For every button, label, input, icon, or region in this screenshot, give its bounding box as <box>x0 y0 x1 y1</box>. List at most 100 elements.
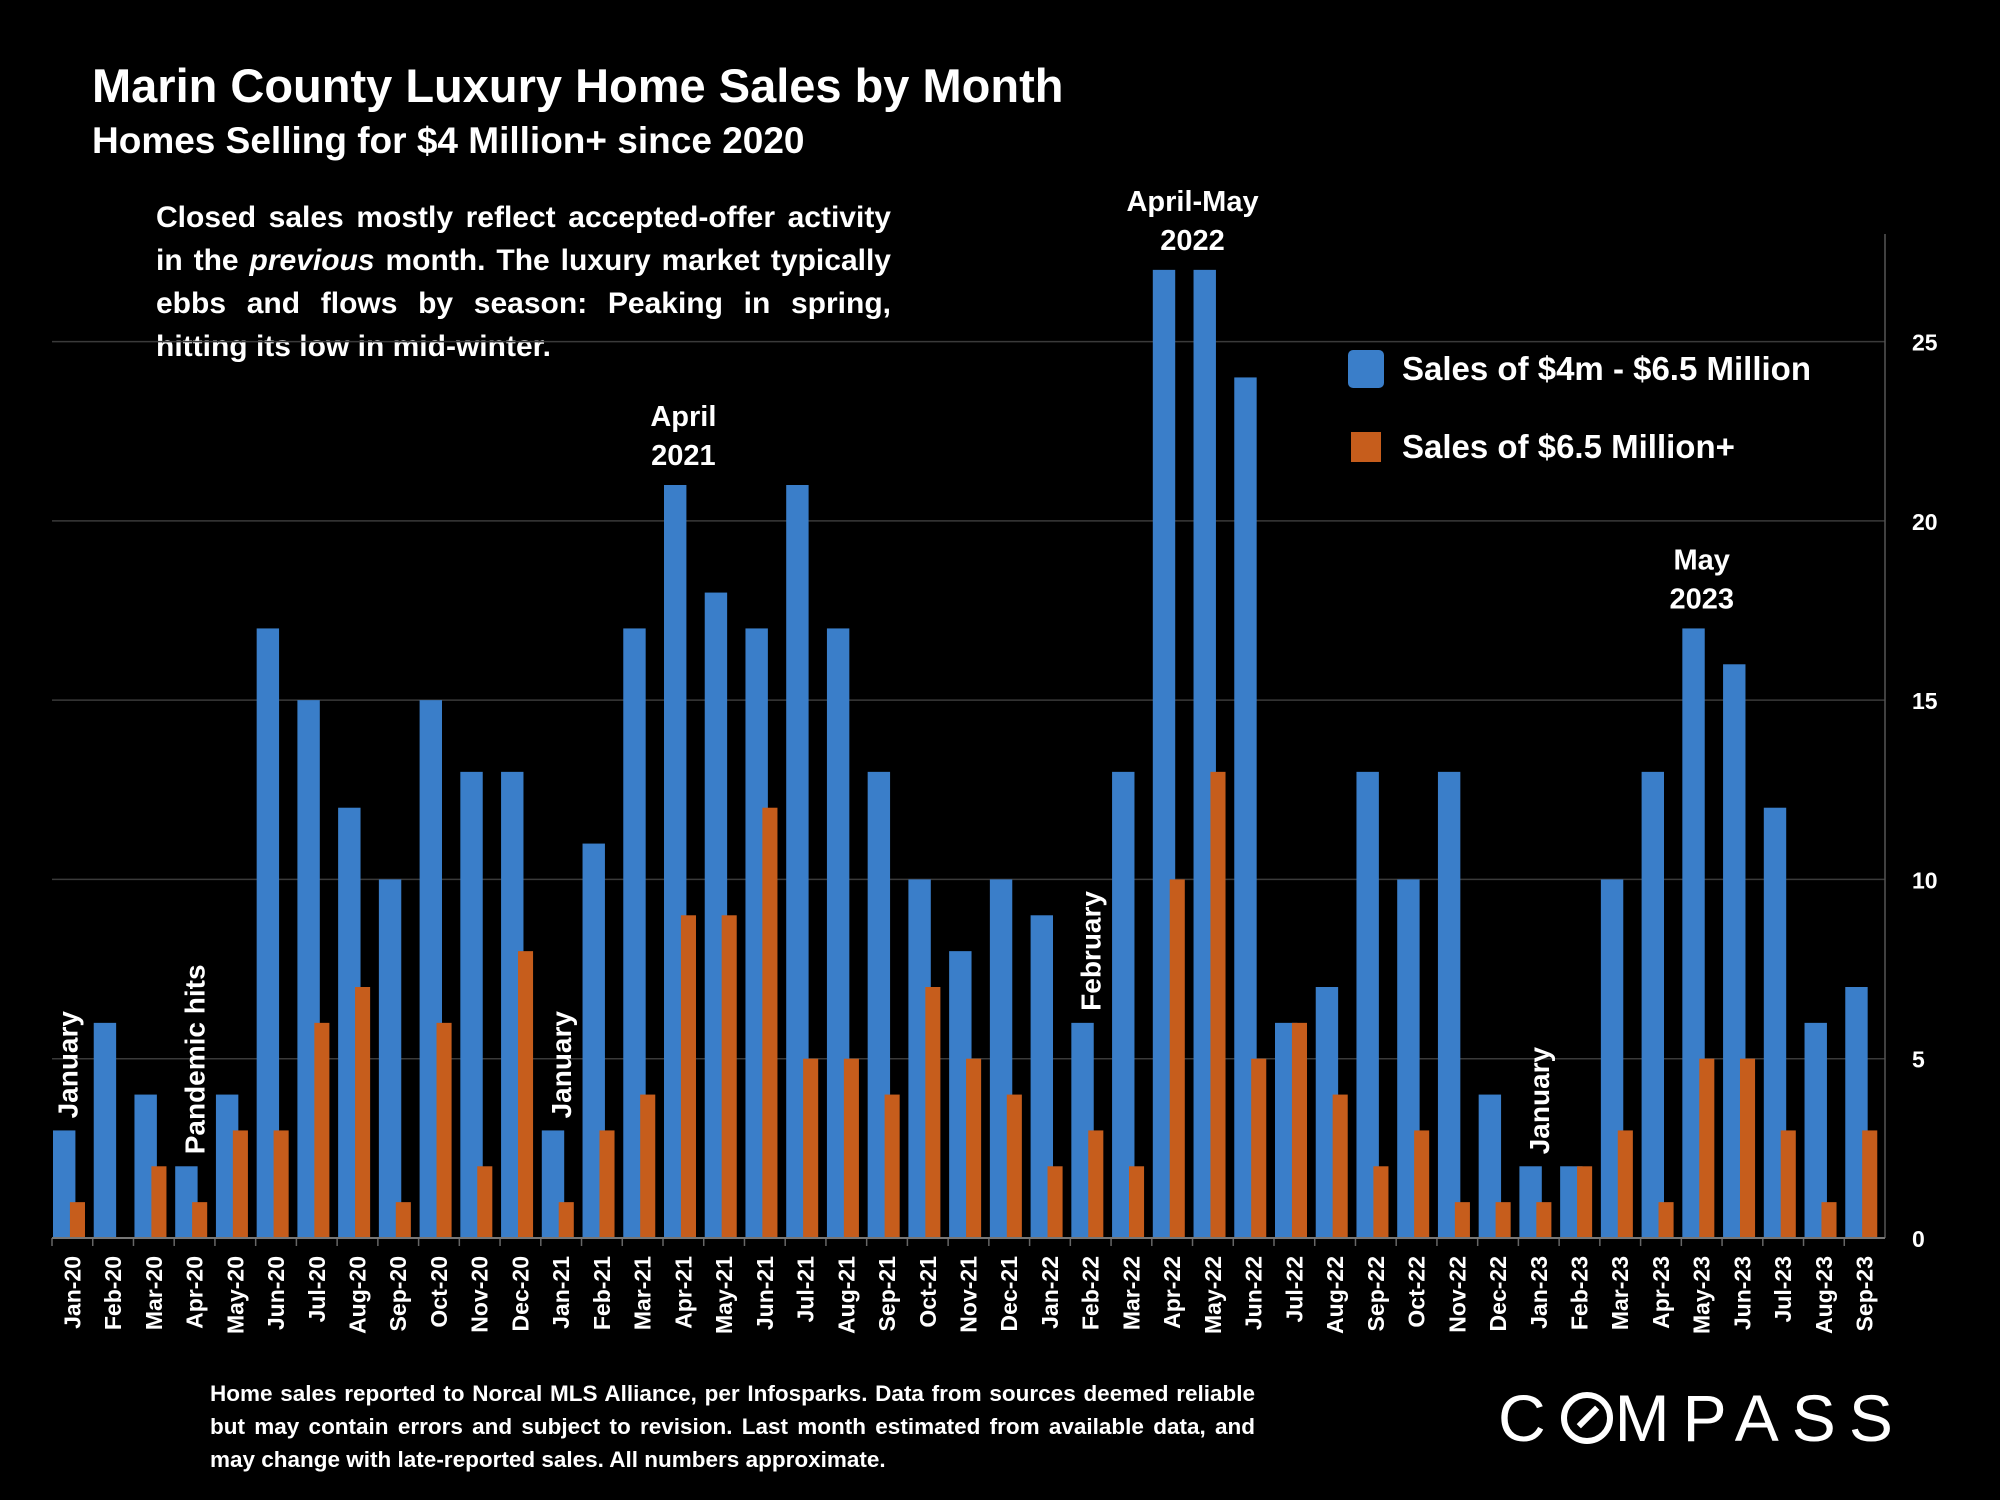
bar-top-tier <box>1251 1058 1267 1238</box>
bar-mid-tier <box>1641 771 1665 1238</box>
bar-mid-tier <box>1763 807 1787 1238</box>
annotation-label: 2021 <box>651 440 716 472</box>
x-tick-label: Sep-22 <box>1363 1256 1389 1331</box>
bar-top-tier <box>517 951 534 1238</box>
x-tick-label: Apr-23 <box>1648 1256 1674 1329</box>
bar-mid-tier <box>297 700 320 1238</box>
bar-top-tier <box>1169 879 1185 1238</box>
bar-mid-tier <box>908 879 931 1238</box>
bar-top-tier <box>721 915 737 1238</box>
bar-top-tier <box>1577 1166 1593 1238</box>
x-tick-label: Feb-20 <box>100 1256 126 1330</box>
bar-mid-tier <box>175 1166 198 1238</box>
bar-mid-tier <box>949 951 972 1238</box>
y-tick-label: 20 <box>1912 509 1938 535</box>
bar-top-tier <box>436 1022 452 1238</box>
logo-text-start: C <box>1498 1381 1559 1455</box>
x-tick-label: May-22 <box>1200 1256 1226 1334</box>
bar-top-tier <box>843 1058 859 1238</box>
x-tick-label: Feb-22 <box>1078 1256 1104 1330</box>
bar-top-tier <box>395 1202 411 1238</box>
x-tick-label: Nov-20 <box>467 1256 493 1333</box>
bar-mid-tier <box>1275 1022 1298 1238</box>
bar-top-tier <box>1495 1202 1511 1238</box>
bar-mid-tier <box>664 485 687 1238</box>
x-tick-label: Dec-22 <box>1485 1256 1511 1331</box>
bar-top-tier <box>599 1130 615 1238</box>
annotation-label: January <box>1524 1046 1555 1154</box>
bar-mid-tier <box>338 807 361 1238</box>
x-tick-label: Jul-20 <box>304 1256 330 1322</box>
x-tick-label: Aug-22 <box>1322 1256 1348 1334</box>
annotation-label: 2022 <box>1160 225 1225 257</box>
source-footnote: Home sales reported to Norcal MLS Allian… <box>210 1381 1255 1472</box>
bar-mid-tier <box>623 628 646 1238</box>
x-tick-label: Apr-20 <box>182 1256 208 1329</box>
annotation-label: January <box>546 1011 577 1119</box>
note-text-end: month. The luxury market typically ebbs … <box>156 244 891 363</box>
bar-top-tier <box>273 1130 289 1238</box>
bar-mid-tier <box>1600 879 1624 1238</box>
x-tick-label: Oct-22 <box>1404 1256 1430 1328</box>
bar-top-tier <box>477 1166 493 1238</box>
bar-top-tier <box>1088 1130 1104 1238</box>
bar-mid-tier <box>826 628 850 1238</box>
commentary-note: Closed sales mostly reflect accepted-off… <box>156 196 891 368</box>
x-tick-label: Jan-20 <box>59 1256 85 1329</box>
bar-top-tier <box>151 1166 167 1238</box>
bar-top-tier <box>680 915 696 1238</box>
y-tick-label: 10 <box>1912 867 1938 893</box>
bar-mid-tier <box>1152 269 1176 1238</box>
note-emphasis: previous <box>249 244 375 277</box>
x-tick-label: Dec-21 <box>996 1256 1022 1332</box>
chart-title: Marin County Luxury Home Sales by Month <box>92 59 1064 112</box>
legend-label-mid-tier: Sales of $4m - $6.5 Million <box>1402 350 1811 387</box>
bar-top-tier <box>925 987 941 1238</box>
bar-top-tier <box>1373 1166 1389 1238</box>
x-tick-label: Sep-20 <box>385 1256 411 1331</box>
x-tick-label: Nov-22 <box>1444 1256 1470 1333</box>
bar-mid-tier <box>1437 771 1461 1238</box>
annotation-label: April-May <box>1126 186 1258 218</box>
x-tick-label: Jan-21 <box>548 1256 574 1329</box>
bar-mid-tier <box>501 771 524 1238</box>
x-tick-label: Sep-21 <box>874 1256 900 1332</box>
bar-mid-tier <box>1234 377 1257 1238</box>
annotation-label: February <box>1076 891 1107 1011</box>
bar-mid-tier <box>256 628 280 1238</box>
bar-mid-tier <box>53 1130 76 1238</box>
bar-mid-tier <box>1560 1166 1583 1238</box>
annotation-label: May <box>1673 544 1729 576</box>
legend-swatch-blue <box>1348 350 1384 388</box>
x-tick-label: Mar-21 <box>630 1256 656 1330</box>
bar-mid-tier <box>1356 771 1379 1238</box>
bar-mid-tier <box>1315 987 1339 1238</box>
bar-mid-tier <box>1804 1022 1827 1238</box>
bar-mid-tier <box>378 879 402 1238</box>
logo-text-end: MPASS <box>1614 1381 1906 1455</box>
bar-mid-tier <box>1478 1094 1502 1238</box>
bar-mid-tier <box>1071 1022 1094 1238</box>
x-tick-label: Jul-21 <box>793 1256 819 1323</box>
bar-mid-tier <box>1682 628 1705 1238</box>
x-tick-label: Jul-23 <box>1770 1256 1796 1322</box>
bar-mid-tier <box>582 843 605 1238</box>
bar-mid-tier <box>1519 1166 1542 1238</box>
x-tick-label: Jul-22 <box>1281 1256 1307 1322</box>
bar-top-tier <box>1291 1022 1307 1238</box>
legend-item-mid-tier: Sales of $4m - $6.5 Million <box>1348 330 1811 408</box>
bar-mid-tier <box>1845 987 1868 1238</box>
x-tick-label: May-23 <box>1689 1256 1715 1334</box>
bar-mid-tier <box>1112 771 1135 1238</box>
x-tick-label: Oct-21 <box>915 1256 941 1328</box>
bar-top-tier <box>355 987 371 1238</box>
bar-mid-tier <box>460 771 483 1238</box>
x-tick-label: Dec-20 <box>507 1256 533 1331</box>
bar-top-tier <box>1332 1094 1348 1238</box>
bar-mid-tier <box>419 700 443 1238</box>
bar-top-tier <box>1821 1202 1837 1238</box>
x-tick-label: Oct-20 <box>426 1256 452 1328</box>
x-tick-label: Mar-23 <box>1607 1256 1633 1330</box>
annotation-label: Pandemic hits <box>180 964 211 1154</box>
